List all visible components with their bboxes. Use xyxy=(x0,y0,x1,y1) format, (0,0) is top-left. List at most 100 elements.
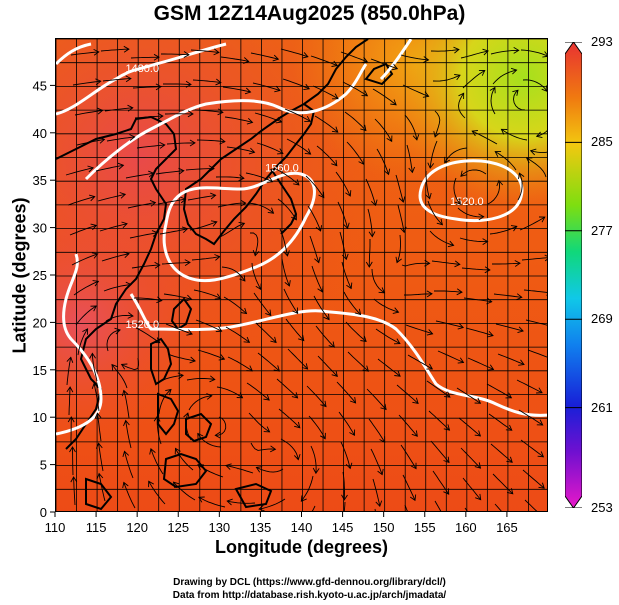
streamline xyxy=(310,445,317,474)
streamline-arrowhead xyxy=(159,141,166,149)
streamline xyxy=(372,478,381,507)
streamline xyxy=(396,234,401,263)
streamline xyxy=(259,498,286,510)
streamline-arrowhead xyxy=(505,424,513,431)
streamline-arrowhead xyxy=(486,297,493,305)
streamline-arrowhead xyxy=(91,252,99,259)
streamline-arrowhead xyxy=(111,363,118,371)
streamline-arrowhead xyxy=(303,83,311,91)
streamline xyxy=(93,383,100,412)
contour-label: 1560.0 xyxy=(265,163,299,175)
streamline-arrowhead xyxy=(375,500,383,508)
streamline-arrowhead xyxy=(536,419,544,426)
streamline xyxy=(336,381,356,404)
streamline xyxy=(310,55,338,67)
streamline xyxy=(251,262,262,290)
streamline-arrowhead xyxy=(361,56,369,64)
streamline xyxy=(492,262,521,265)
streamline xyxy=(368,418,386,443)
streamline xyxy=(434,110,441,138)
streamline-arrowhead xyxy=(412,134,420,141)
streamline-arrowhead xyxy=(343,222,350,230)
streamline xyxy=(520,439,544,458)
streamline-arrowhead xyxy=(391,63,399,71)
streamline xyxy=(136,144,165,149)
streamline-arrowhead xyxy=(187,110,194,118)
streamline xyxy=(72,80,101,86)
streamline xyxy=(158,389,172,415)
streamline xyxy=(222,86,251,93)
contour-label: 1480.0 xyxy=(125,63,159,75)
streamline-arrowhead xyxy=(460,170,467,177)
streamline xyxy=(342,471,345,500)
streamline-arrowhead xyxy=(457,357,465,364)
streamline xyxy=(373,298,399,313)
streamline xyxy=(429,230,454,246)
streamline-arrowhead xyxy=(537,451,545,458)
y-tick-label: 20 xyxy=(33,315,47,330)
streamline xyxy=(493,293,522,298)
streamline xyxy=(398,414,418,437)
streamline xyxy=(255,322,277,343)
streamline-arrowhead xyxy=(380,403,387,411)
colorbar-tick-label: 285 xyxy=(591,134,613,150)
streamline xyxy=(309,235,320,263)
streamline-arrowhead xyxy=(148,170,155,178)
streamline-arrowhead xyxy=(345,190,352,197)
streamline-arrowhead xyxy=(219,137,226,145)
streamline xyxy=(121,357,139,371)
streamline xyxy=(376,148,390,175)
streamline xyxy=(400,444,417,469)
contour-label: 1520.0 xyxy=(450,196,484,208)
streamline xyxy=(197,464,224,478)
streamline-arrowhead xyxy=(186,329,193,336)
streamline-arrowhead xyxy=(239,275,246,282)
streamline xyxy=(256,466,284,473)
streamline-arrowhead xyxy=(409,494,417,502)
streamline xyxy=(104,107,133,112)
streamline-arrowhead xyxy=(518,359,525,366)
streamline-arrowhead xyxy=(292,307,299,315)
streamline-arrowhead xyxy=(328,341,335,348)
streamline xyxy=(247,202,274,214)
streamline-arrowhead xyxy=(122,450,130,458)
streamline xyxy=(458,92,466,119)
streamline-arrowhead xyxy=(361,90,369,97)
streamline xyxy=(524,499,538,511)
streamline xyxy=(467,357,494,370)
streamline-arrowhead xyxy=(121,221,128,229)
streamline xyxy=(73,476,76,506)
streamline-arrowhead xyxy=(454,74,461,81)
streamline xyxy=(175,448,194,471)
streamline-arrowhead xyxy=(120,363,128,370)
streamline xyxy=(225,326,250,343)
streamline xyxy=(460,169,487,177)
streamline xyxy=(125,420,132,449)
streamline xyxy=(221,266,246,282)
streamline xyxy=(395,174,404,203)
streamline xyxy=(123,390,130,419)
streamline-arrowhead xyxy=(379,436,386,443)
streamline-arrowhead xyxy=(425,192,432,200)
streamline xyxy=(523,289,547,293)
streamline xyxy=(281,258,290,287)
streamline xyxy=(335,171,351,197)
streamline xyxy=(135,327,161,344)
streamline-arrowhead xyxy=(225,463,232,470)
streamline-arrowhead xyxy=(474,462,482,469)
streamline-arrowhead xyxy=(320,400,327,408)
streamline xyxy=(71,253,98,266)
x-axis-label: Longitude (degrees) xyxy=(214,537,388,557)
streamline xyxy=(163,83,192,85)
streamline-arrowhead xyxy=(317,286,324,293)
streamline xyxy=(198,496,226,508)
streamline-arrowhead xyxy=(318,191,325,199)
streamline-arrowhead xyxy=(210,220,218,227)
x-tick-label: 165 xyxy=(496,520,518,535)
streamline xyxy=(245,172,273,183)
streamline-arrowhead xyxy=(487,330,494,338)
streamline-arrowhead xyxy=(426,329,434,336)
streamline xyxy=(101,253,130,262)
streamline xyxy=(91,353,98,382)
streamline-arrowhead xyxy=(248,147,256,155)
